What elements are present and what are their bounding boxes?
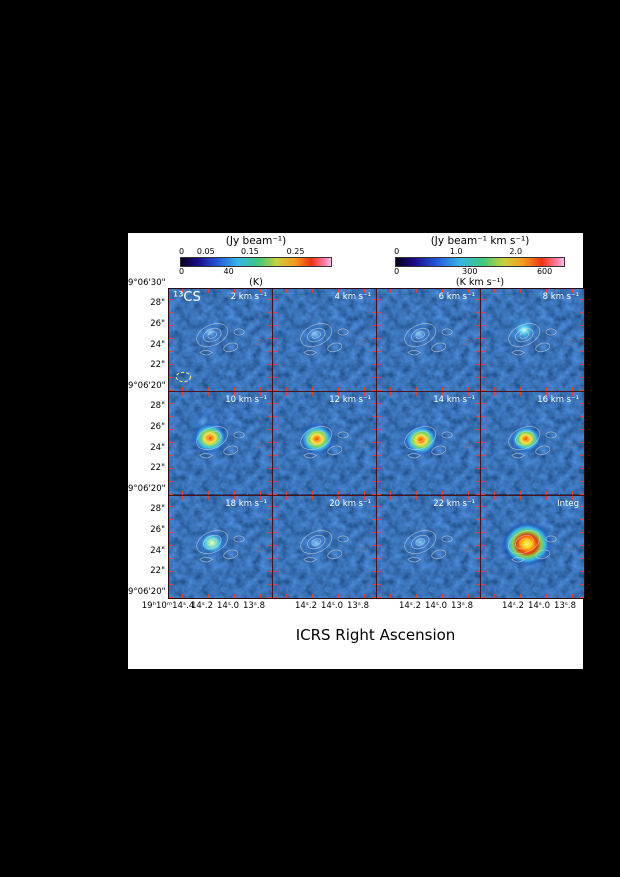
- dec-tick-label: 24": [150, 340, 165, 350]
- cb-tick: 1.0: [449, 247, 463, 256]
- panel-velocity-label: 4 km s⁻¹: [334, 292, 371, 302]
- ra-tick-label: 14ˢ.0: [216, 601, 240, 611]
- ra-tick-label: 14ˢ.2: [190, 601, 214, 611]
- colorbar-flux-top-ticks: 0 0.05 0.15 0.25: [178, 247, 332, 257]
- x-axis-title: ICRS Right Ascension: [295, 626, 456, 644]
- cb-tick: 2.0: [509, 247, 523, 256]
- panel-12kms: 12 km s⁻¹: [273, 392, 376, 495]
- panel-velocity-label: 6 km s⁻¹: [438, 292, 475, 302]
- cb-tick: 0.05: [196, 247, 215, 256]
- panel-22kms: 22 km s⁻¹: [377, 495, 480, 598]
- ra-tick-label: 14ˢ.0: [424, 601, 448, 611]
- ra-tick-label: 19ʰ10ᵐ14ˢ.4: [141, 601, 195, 611]
- contour-overlay: [504, 421, 577, 459]
- contour-overlay: [400, 318, 473, 356]
- dec-tick-label: 9°06'30": [128, 278, 166, 288]
- channel-map-grid: ¹³CS 2 km s⁻¹ 4 km s⁻¹ 6 km s⁻¹: [168, 288, 585, 599]
- dec-tick-label: 24": [150, 546, 165, 556]
- figure-canvas: (Jy beam⁻¹) 0 0.05 0.15 0.25 0 40 (K) (J…: [128, 233, 585, 669]
- cb-tick: 600: [536, 267, 553, 276]
- panel-4kms: 4 km s⁻¹: [273, 289, 376, 392]
- panel-16kms: 16 km s⁻¹: [481, 392, 584, 495]
- colorbar-integrated-bottom-ticks: 0 300 600: [394, 267, 565, 277]
- contour-overlay: [192, 525, 265, 563]
- dec-tick-label: 9°06'20": [128, 484, 166, 494]
- colorbar-integrated-gradient: [395, 257, 565, 267]
- panel-velocity-label: Integ: [557, 498, 579, 509]
- ra-tick-label: 13ˢ.8: [346, 601, 370, 611]
- panel-integ: Integ: [481, 495, 584, 598]
- contour-overlay: [296, 525, 369, 563]
- panel-8kms: 8 km s⁻¹: [481, 289, 584, 392]
- panel-velocity-label: 16 km s⁻¹: [537, 395, 579, 406]
- dec-tick-label: 24": [150, 443, 165, 453]
- dec-tick-label: 28": [150, 298, 165, 308]
- cb-tick: 0: [394, 267, 400, 276]
- panel-10kms: 10 km s⁻¹: [169, 392, 272, 495]
- ra-tick-label: 14ˢ.2: [294, 601, 318, 611]
- dec-tick-label: 28": [150, 504, 165, 514]
- cb-tick: 0: [394, 247, 400, 256]
- molecule-label: ¹³CS: [173, 290, 201, 305]
- ra-tick-label: 14ˢ.0: [527, 601, 551, 611]
- ra-tick-label: 13ˢ.8: [450, 601, 474, 611]
- contour-overlay: [400, 421, 473, 459]
- panel-velocity-label: 22 km s⁻¹: [433, 498, 475, 509]
- panel-velocity-label: 20 km s⁻¹: [329, 498, 371, 509]
- dec-tick-label: 22": [150, 360, 165, 370]
- ra-tick-label: 13ˢ.8: [242, 601, 266, 611]
- cb-tick: 0: [178, 267, 185, 276]
- cb-tick: 0.25: [286, 247, 305, 256]
- dec-tick-label: 26": [150, 422, 165, 432]
- panel-14kms: 14 km s⁻¹: [377, 392, 480, 495]
- colorbar-integrated-top-ticks: 0 1.0 2.0: [394, 247, 565, 257]
- contour-overlay: [192, 421, 265, 459]
- colorbar-integrated: (Jy beam⁻¹ km s⁻¹) 0 1.0 2.0 0 300 600 (…: [394, 235, 565, 289]
- dec-tick-label: 26": [150, 319, 165, 329]
- cb-tick: 0.15: [241, 247, 259, 256]
- panel-6kms: 6 km s⁻¹: [377, 289, 480, 392]
- colorbar-integrated-title: (Jy beam⁻¹ km s⁻¹): [430, 235, 530, 247]
- contour-overlay: [296, 318, 369, 356]
- ra-tick-label: 14ˢ.2: [501, 601, 525, 611]
- colorbar-flux-alt-label: (K): [249, 277, 263, 288]
- panel-velocity-label: 18 km s⁻¹: [225, 498, 267, 509]
- panel-2kms: ¹³CS 2 km s⁻¹: [169, 289, 272, 392]
- cb-tick: 0: [178, 247, 185, 256]
- ra-tick-label: 14ˢ.2: [398, 601, 422, 611]
- dec-tick-label: 26": [150, 525, 165, 535]
- panel-velocity-label: 12 km s⁻¹: [329, 395, 371, 406]
- dec-tick-label: 9°06'20": [128, 381, 166, 391]
- dec-tick-label: 22": [150, 463, 165, 473]
- contour-overlay: [504, 318, 577, 356]
- colorbar-flux: (Jy beam⁻¹) 0 0.05 0.15 0.25 0 40 (K): [178, 235, 332, 289]
- contour-overlay: [296, 421, 369, 459]
- colorbar-flux-bottom-ticks: 0 40: [178, 267, 332, 277]
- ra-tick-label: 14ˢ.0: [320, 601, 344, 611]
- cb-tick: 40: [223, 267, 234, 276]
- cb-tick: 300: [462, 267, 478, 276]
- dec-tick-label: 22": [150, 566, 165, 576]
- contour-overlay: [400, 525, 473, 563]
- colorbar-integrated-alt-label: (K km s⁻¹): [455, 277, 505, 288]
- panel-velocity-label: 10 km s⁻¹: [225, 395, 267, 406]
- ra-tick-label: 13ˢ.8: [553, 601, 577, 611]
- panel-velocity-label: 2 km s⁻¹: [230, 292, 267, 302]
- panel-velocity-label: 14 km s⁻¹: [433, 395, 475, 406]
- colorbar-flux-gradient: [180, 257, 332, 267]
- dec-tick-label: 28": [150, 401, 165, 411]
- panel-velocity-label: 8 km s⁻¹: [542, 292, 579, 302]
- panel-18kms: 18 km s⁻¹: [169, 495, 272, 598]
- panel-20kms: 20 km s⁻¹: [273, 495, 376, 598]
- colorbar-flux-title: (Jy beam⁻¹): [225, 235, 287, 247]
- contour-overlay: [504, 525, 577, 563]
- dec-tick-label: 9°06'20": [128, 587, 166, 597]
